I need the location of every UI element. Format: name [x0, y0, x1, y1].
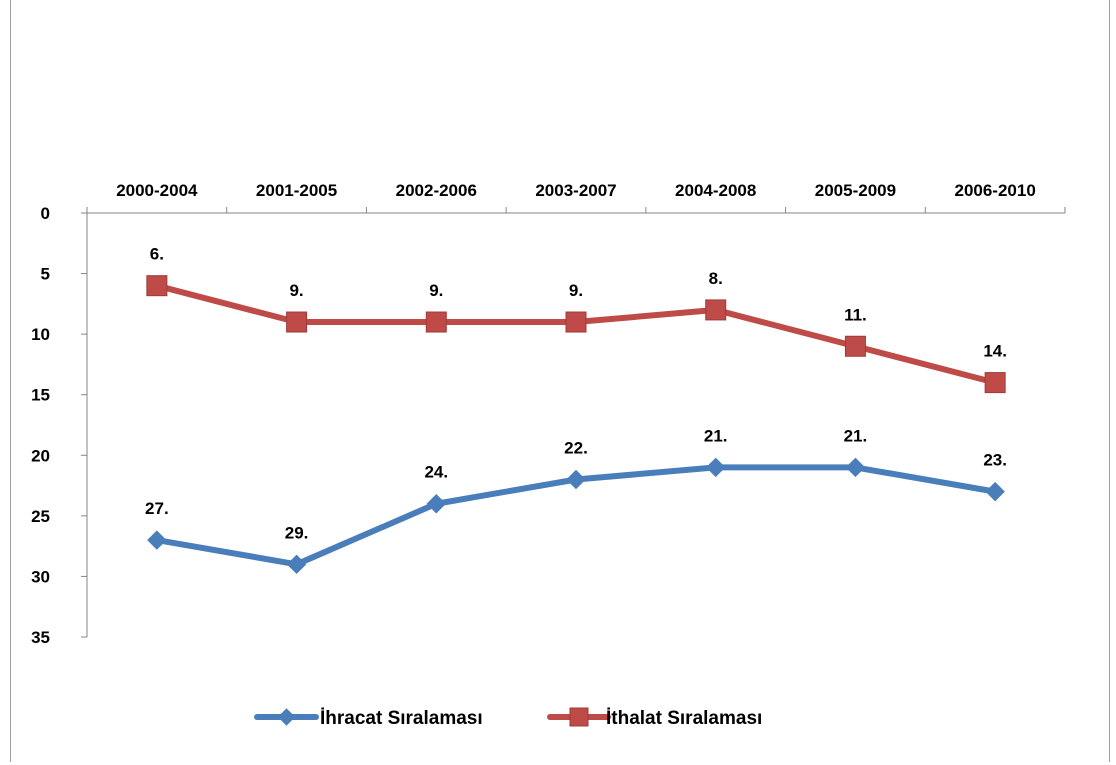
y-tick-label: 30 [31, 567, 50, 586]
x-tick-label: 2002-2006 [396, 181, 477, 200]
data-label: 21. [704, 426, 728, 445]
data-label: 8. [709, 269, 723, 288]
data-point-1 [147, 530, 167, 550]
y-tick-label: 5 [41, 265, 50, 284]
data-label: 24. [424, 463, 448, 482]
legend-marker-2 [569, 707, 589, 727]
data-point-2 [286, 311, 308, 333]
data-label: 14. [983, 342, 1007, 361]
data-label: 22. [564, 439, 588, 458]
y-tick-label: 25 [31, 507, 50, 526]
x-tick-label: 2003-2007 [535, 181, 616, 200]
data-point-2 [705, 299, 727, 321]
data-label: 9. [289, 281, 303, 300]
x-tick-label: 2004-2008 [675, 181, 756, 200]
legend-marker-1 [277, 708, 296, 726]
x-tick-label: 2006-2010 [954, 181, 1035, 200]
data-point-2 [844, 335, 866, 357]
series-line-2 [153, 282, 999, 386]
x-tick-label: 2000-2004 [116, 181, 198, 200]
chart-frame [10, 0, 1110, 762]
data-point-1 [566, 469, 586, 490]
data-label: 9. [569, 281, 583, 300]
data-label: 29. [285, 523, 309, 542]
data-label: 9. [429, 281, 443, 300]
y-tick-label: 10 [31, 325, 50, 344]
data-point-1 [845, 457, 866, 478]
y-tick-label: 15 [31, 386, 50, 405]
data-label: 6. [150, 245, 164, 264]
data-label: 23. [983, 451, 1007, 470]
data-point-2 [565, 311, 587, 333]
data-point-1 [706, 457, 726, 478]
data-point-1 [985, 481, 1005, 502]
data-point-2 [146, 275, 168, 297]
legend-label-1: İhracat Sıralaması [320, 708, 483, 729]
data-point-1 [426, 494, 446, 514]
data-point-2 [425, 311, 447, 333]
y-tick-label: 0 [41, 204, 50, 223]
legend-label-2: İthalat Sıralaması [606, 708, 762, 729]
data-point-2 [984, 372, 1006, 394]
data-label: 27. [145, 499, 169, 518]
y-tick-label: 35 [31, 628, 50, 647]
data-label: 11. [844, 305, 867, 324]
y-tick-label: 20 [31, 446, 50, 465]
x-tick-label: 2001-2005 [256, 181, 337, 200]
data-label: 21. [844, 426, 868, 445]
x-tick-label: 2005-2009 [815, 181, 896, 200]
data-point-1 [286, 554, 307, 575]
